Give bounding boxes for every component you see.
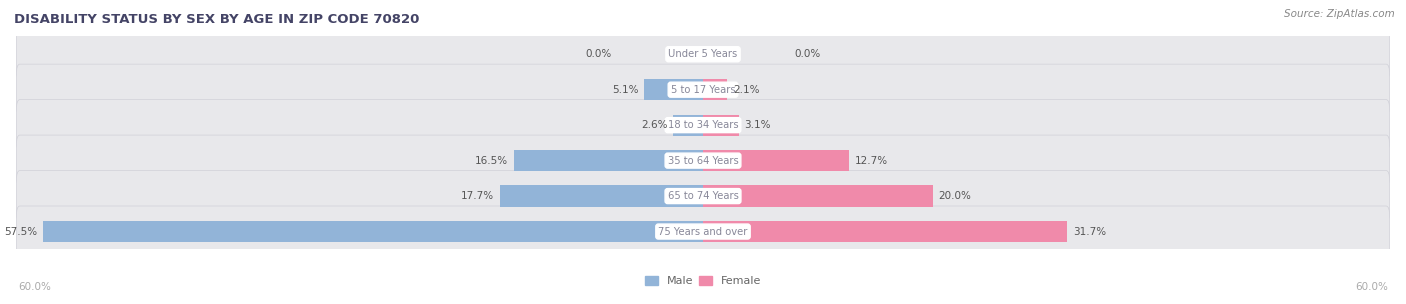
Text: 0.0%: 0.0%	[585, 49, 612, 59]
Bar	[644, 79, 703, 100]
Bar	[499, 185, 703, 207]
Text: DISABILITY STATUS BY SEX BY AGE IN ZIP CODE 70820: DISABILITY STATUS BY SEX BY AGE IN ZIP C…	[14, 12, 419, 26]
Bar	[673, 115, 703, 136]
Text: 31.7%: 31.7%	[1073, 226, 1107, 237]
Text: 57.5%: 57.5%	[4, 226, 37, 237]
FancyBboxPatch shape	[17, 64, 1389, 115]
Text: 16.5%: 16.5%	[475, 156, 508, 166]
Text: 17.7%: 17.7%	[461, 191, 494, 201]
Bar	[673, 115, 703, 136]
Text: 2.1%: 2.1%	[733, 85, 759, 95]
Text: 2.6%: 2.6%	[641, 120, 668, 130]
Text: 3.1%: 3.1%	[744, 120, 770, 130]
FancyBboxPatch shape	[17, 100, 1389, 151]
Text: 60.0%: 60.0%	[1355, 282, 1388, 292]
Bar	[703, 150, 849, 171]
Bar	[703, 221, 1067, 242]
Bar	[703, 115, 738, 136]
Bar	[42, 221, 703, 242]
Bar	[703, 79, 727, 100]
Bar	[644, 79, 703, 100]
Text: 60.0%: 60.0%	[18, 282, 51, 292]
Bar	[499, 185, 703, 207]
Text: Source: ZipAtlas.com: Source: ZipAtlas.com	[1284, 9, 1395, 19]
Text: 5.1%: 5.1%	[612, 85, 638, 95]
Text: 12.7%: 12.7%	[855, 156, 887, 166]
Bar	[703, 185, 932, 207]
FancyBboxPatch shape	[17, 206, 1389, 257]
Text: 35 to 64 Years: 35 to 64 Years	[668, 156, 738, 166]
Bar	[42, 221, 703, 242]
Bar	[513, 150, 703, 171]
Bar	[513, 150, 703, 171]
Text: 5 to 17 Years: 5 to 17 Years	[671, 85, 735, 95]
FancyBboxPatch shape	[17, 171, 1389, 222]
FancyBboxPatch shape	[17, 135, 1389, 186]
FancyBboxPatch shape	[17, 29, 1389, 80]
Text: 18 to 34 Years: 18 to 34 Years	[668, 120, 738, 130]
Text: 20.0%: 20.0%	[938, 191, 972, 201]
Text: Under 5 Years: Under 5 Years	[668, 49, 738, 59]
Text: 0.0%: 0.0%	[794, 49, 821, 59]
Text: 65 to 74 Years: 65 to 74 Years	[668, 191, 738, 201]
Legend: Male, Female: Male, Female	[640, 271, 766, 291]
Text: 75 Years and over: 75 Years and over	[658, 226, 748, 237]
